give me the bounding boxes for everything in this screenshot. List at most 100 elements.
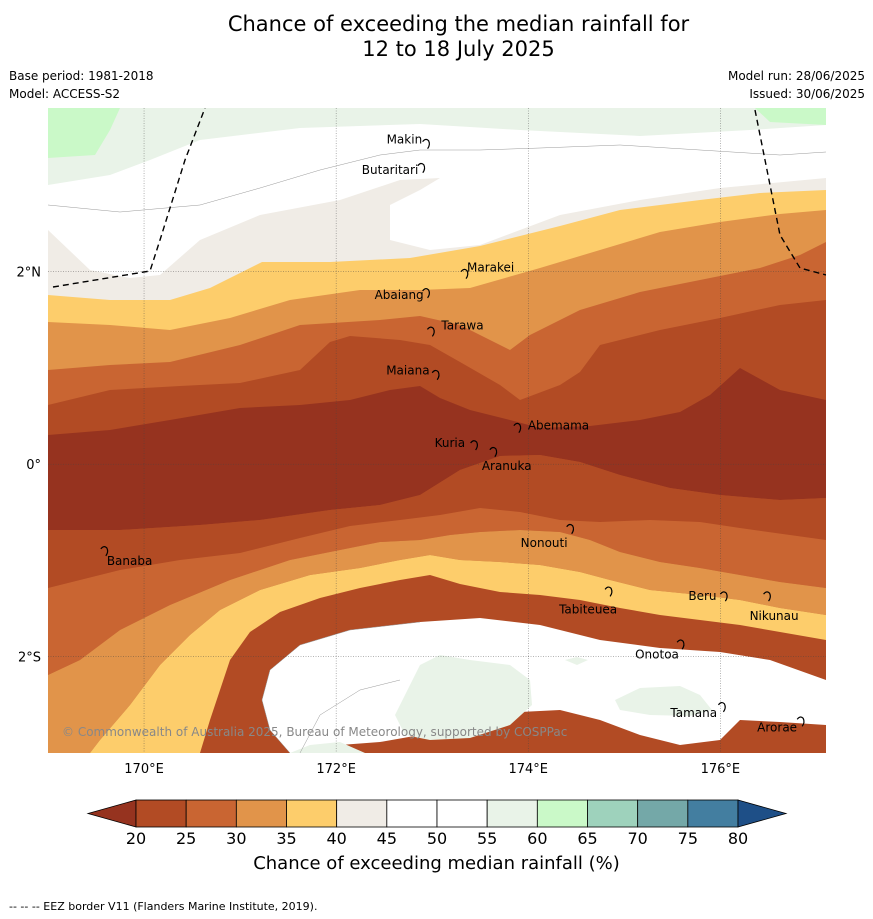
colorbar-swatch [587,799,639,828]
island-abaiang: Abaiang [375,288,430,302]
eez-footnote: -- -- -- EEZ border V11 (Flanders Marine… [9,900,318,913]
colorbar-title: Chance of exceeding median rainfall (%) [253,853,620,874]
colorbar-tick-label: 40 [326,829,347,848]
colorbar-tick-label: 65 [577,829,598,848]
band-55-60-south-3 [565,657,588,665]
island-label: Tamana [669,706,717,720]
island-nikunau: Nikunau [750,591,799,623]
eez-border [52,108,826,288]
island-layer: Makin Butaritari Marakei Abaiang Tarawa Maian… [100,133,805,734]
chart-title: Chance of exceeding the median rainfall … [0,12,873,62]
band-55-60-south-1 [395,655,532,740]
colorbar-swatch [135,799,187,828]
band-20-25-south [48,455,826,588]
colorbar-tick-label: 35 [276,829,297,848]
island-label: Tabiteuea [558,602,617,616]
colorbar-swatch [286,799,338,828]
colorbar-over-arrow [737,799,788,828]
island-tarawa: Tarawa [426,318,484,337]
island-label: Abaiang [375,288,424,302]
lon-tick-label: 176°E [701,762,741,777]
band-60-65-north-east [755,108,826,125]
island-label: Kuria [435,436,466,450]
lat-tick-label: 2°N [17,266,42,281]
band-55-60-north [48,108,826,185]
island-tamana: Tamana [669,702,726,720]
eez-border-west [52,108,206,288]
meta-right: Model run: 28/06/2025 Issued: 30/06/2025 [728,69,865,105]
colorbar-tick-label: 50 [426,829,448,848]
island-marakei: Marakei [460,261,514,280]
colorbar-tick-label: 45 [376,829,398,848]
colorbar-swatch [436,799,488,828]
colorbar-swatch [336,799,388,828]
band-under-20 [48,368,826,530]
lon-tick-label: 172°E [316,762,356,777]
band-55-60-south-4 [290,742,365,753]
island-kuria: Kuria [435,436,479,451]
colorbar-swatch [536,799,588,828]
colorbar-tick-label: 75 [677,829,699,848]
title-line-2: 12 to 18 July 2025 [362,37,555,61]
model-name: Model: ACCESS-S2 [9,87,121,101]
island-label: Abemama [528,419,589,433]
colorbar-swatch [185,799,237,828]
island-abemama: Abemama [513,419,589,434]
lon-tick-label: 170°E [124,762,164,777]
island-label: Tarawa [440,318,483,332]
island-label: Marakei [467,261,514,275]
island-nonouti: Nonouti [521,523,575,550]
island-onotoa: Onotoa [635,639,685,661]
band-25-30-south [48,508,826,675]
island-label: Beru [688,589,716,603]
model-run: Model run: 28/06/2025 [727,69,865,83]
lat-tick-label: 0° [26,458,41,473]
contour-lines [48,144,826,753]
island-label: Butaritari [362,163,419,177]
island-banaba: Banaba [100,546,153,568]
copyright-text: © Commonwealth of Australia 2025, Bureau… [62,725,567,739]
colorbar-tick-label: 30 [226,829,247,848]
band-30-35-south [48,530,826,753]
colorbar-swatch [637,799,689,828]
band-55-60-south-2 [615,686,712,716]
band-60-65-north-west [48,108,120,158]
colorbar-tick-label: 70 [627,829,648,848]
colorbar-tick-label: 60 [527,829,548,848]
island-label: Arorae [757,720,797,734]
island-label: Nikunau [750,609,799,623]
island-label: Makin [387,133,423,147]
colorbar-tick-label: 55 [476,829,498,848]
meta-left: Base period: 1981-2018 Model: ACCESS-S2 [9,69,154,105]
colorbar-tick-label: 20 [125,829,147,848]
island-label: Nonouti [521,536,568,550]
island-label: Aranuka [482,459,532,473]
colorbar-tick-label: 25 [175,829,197,848]
colorbar-swatch [486,799,538,828]
lat-tick-label: 2°S [18,651,41,666]
island-aranuka: Aranuka [482,446,532,473]
island-arorae: Arorae [757,716,805,734]
island-butaritari: Butaritari [362,163,426,177]
island-label: Maiana [386,364,429,378]
colorbar-swatch [235,799,287,828]
eez-border-east [754,109,826,276]
island-tabiteuea: Tabiteuea [558,586,617,616]
map-plot-area: Makin Butaritari Marakei Abaiang Tarawa Maian… [48,108,826,753]
island-maiana: Maiana [386,364,440,381]
island-beru: Beru [688,589,728,603]
island-label: Onotoa [635,647,679,661]
colorbar-swatch [687,799,739,828]
lon-tick-label: 174°E [508,762,548,777]
colorbar-tick-label: 80 [727,829,749,848]
issued-date: Issued: 30/06/2025 [749,87,865,101]
island-makin: Makin [387,133,430,150]
colorbar [86,799,788,828]
colorbar-swatch [386,799,438,828]
island-label: Banaba [107,554,153,568]
title-line-1: Chance of exceeding the median rainfall … [227,12,690,36]
base-period: Base period: 1981-2018 [9,69,154,83]
gridlines [48,108,826,753]
band-35-40-south [90,555,826,753]
